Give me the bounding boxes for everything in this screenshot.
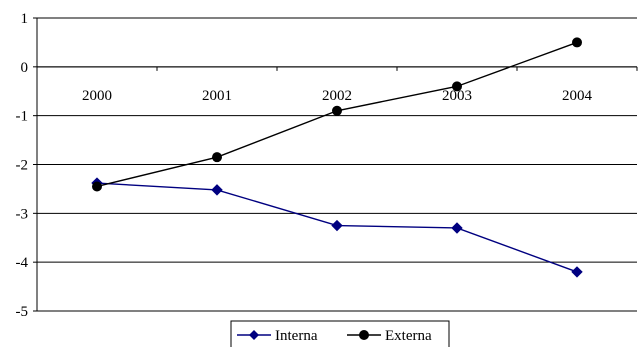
x-tick-label: 2001 [202,88,232,104]
legend-box [230,320,450,347]
series-group [91,37,583,278]
y-tick-label: 0 [21,60,29,76]
y-tick-label: -2 [16,158,29,174]
legend: Interna Externa [230,320,450,347]
legend-marker-externa [359,330,369,340]
data-point-externa [92,181,102,192]
x-tick-label: 2004 [562,88,593,104]
legend-marker-interna [249,330,259,340]
data-point-externa [212,152,222,163]
data-point-interna [211,184,223,196]
y-tick-label: -1 [16,109,29,125]
data-point-interna [451,222,463,234]
data-point-interna [331,219,343,232]
y-axis-ticks: 1 0 -1 -2 -3 -4 -5 [16,11,37,320]
x-tick-label: 2003 [442,88,472,104]
data-point-interna [571,266,583,278]
y-tick-label: -5 [16,304,29,320]
y-tick-label: -4 [16,255,29,271]
data-point-externa [452,81,462,92]
legend-label-externa: Externa [385,328,432,344]
y-tick-label: 1 [21,11,29,27]
y-tick-label: -3 [16,206,29,222]
x-axis-ticks: 2000 2001 2002 2003 2004 [36,66,638,104]
gridlines [37,17,637,312]
x-tick-label: 2002 [322,88,352,104]
legend-label-interna: Interna [275,328,318,344]
data-point-externa [572,37,582,48]
x-tick-label: 2000 [82,88,112,104]
data-point-externa [332,105,342,116]
